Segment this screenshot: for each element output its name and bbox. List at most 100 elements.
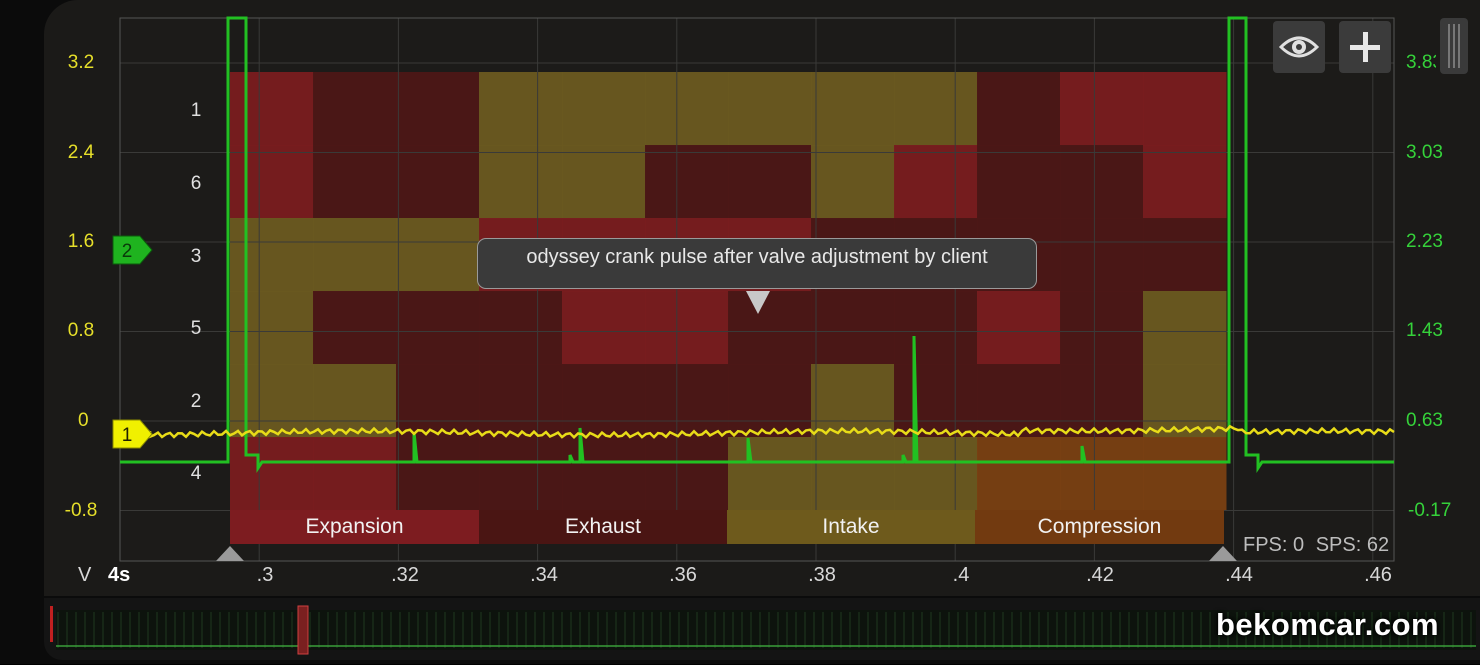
heatmap-cell — [645, 145, 729, 219]
heatmap-cell — [1143, 437, 1227, 511]
heatmap-cell — [1143, 72, 1227, 146]
heatmap-cell — [479, 364, 563, 438]
heatmap-cell — [977, 72, 1061, 146]
heatmap-cell — [396, 72, 480, 146]
heatmap-cell — [1143, 291, 1227, 365]
heatmap-cell — [562, 72, 646, 146]
heatmap-cell — [811, 72, 895, 146]
x-unit-label: V — [78, 564, 92, 586]
heatmap-cell — [645, 437, 729, 511]
heatmap-cell — [894, 145, 978, 219]
heatmap-cell — [562, 291, 646, 365]
overview-track — [56, 610, 1476, 650]
heatmap-cell — [562, 437, 646, 511]
start-marker-icon — [216, 546, 244, 561]
cylinder-label: 2 — [190, 391, 202, 412]
heatmap-cell — [894, 437, 978, 511]
heatmap-cell — [230, 72, 314, 146]
heatmap-cell — [977, 364, 1061, 438]
end-marker-icon — [1209, 546, 1237, 561]
heatmap-cell — [894, 364, 978, 438]
heatmap-cell — [479, 145, 563, 219]
heatmap-cell — [811, 437, 895, 511]
channel-1-marker[interactable]: 1 — [112, 419, 154, 449]
x-axis-tick: .4 — [952, 564, 970, 586]
x-axis-tick: .3 — [256, 564, 274, 586]
cylinder-label: 1 — [190, 100, 202, 121]
sps-readout: SPS: 62 — [1315, 534, 1390, 556]
heatmap-cell — [396, 364, 480, 438]
channel-2-label: 2 — [122, 241, 133, 262]
add-button[interactable] — [1339, 21, 1391, 73]
channel-2-trace — [120, 16, 1394, 473]
heatmap-cell — [479, 437, 563, 511]
x-axis-tick: .32 — [391, 564, 419, 586]
heatmap-cell — [396, 218, 480, 292]
right-axis-tick: 2.23 — [1406, 231, 1443, 252]
heatmap-cell — [1143, 145, 1227, 219]
heatmap-cell — [1060, 364, 1144, 438]
heatmap-cell — [728, 437, 812, 511]
cylinder-phase-heatmap — [230, 72, 1227, 511]
x-axis-tick: .34 — [530, 564, 558, 586]
left-axis-tick: 3.2 — [67, 52, 95, 73]
heatmap-cell — [728, 291, 812, 365]
heatmap-cell — [894, 291, 978, 365]
x-axis-tick: .44 — [1225, 564, 1253, 586]
right-axis-tick: 3.03 — [1406, 142, 1443, 163]
overview-bar[interactable] — [44, 598, 1480, 660]
heatmap-cell — [1060, 72, 1144, 146]
heatmap-cell — [313, 218, 397, 292]
heatmap-cell — [396, 145, 480, 219]
plot-border — [119, 17, 1395, 562]
fps-readout: FPS: 0 — [1243, 534, 1305, 556]
cylinder-label: 6 — [190, 173, 202, 194]
cylinder-label: 5 — [190, 318, 202, 339]
heatmap-cell — [230, 291, 314, 365]
phase-expansion: Expansion — [230, 510, 479, 544]
x-axis-tick: .42 — [1086, 564, 1114, 586]
channel-1-trace — [148, 424, 1395, 440]
heatmap-cell — [811, 145, 895, 219]
x-axis-tick: .38 — [808, 564, 836, 586]
channel-1-label: 1 — [122, 425, 133, 446]
grip-icon — [1448, 24, 1460, 68]
left-axis-tick: 2.4 — [67, 142, 95, 163]
heatmap-cell — [728, 145, 812, 219]
channel-2-marker[interactable]: 2 — [112, 235, 154, 265]
annotation-tooltip[interactable]: odyssey crank pulse after valve adjustme… — [477, 238, 1037, 289]
phase-exhaust: Exhaust — [479, 510, 727, 544]
heatmap-cell — [1060, 437, 1144, 511]
timebase-label[interactable]: 4s — [108, 564, 131, 586]
heatmap-cell — [811, 364, 895, 438]
cylinder-label: 3 — [190, 246, 202, 267]
heatmap-cell — [230, 437, 314, 511]
left-axis-tick: 0.8 — [67, 320, 95, 341]
watermark: bekomcar.com — [1216, 607, 1440, 642]
heatmap-cell — [479, 291, 563, 365]
eye-icon — [1278, 36, 1320, 58]
phase-compression: Compression — [975, 510, 1224, 544]
plus-icon — [1350, 32, 1380, 62]
x-axis-tick: .36 — [669, 564, 697, 586]
heatmap-cell — [313, 437, 397, 511]
x-axis-tick: .46 — [1364, 564, 1392, 586]
heatmap-cell — [562, 364, 646, 438]
heatmap-cell — [313, 145, 397, 219]
phase-intake: Intake — [727, 510, 975, 544]
visibility-button[interactable] — [1273, 21, 1325, 73]
left-axis-tick: -0.8 — [64, 500, 98, 521]
heatmap-cell — [728, 364, 812, 438]
side-handle[interactable] — [1440, 18, 1468, 74]
heatmap-cell — [811, 291, 895, 365]
left-axis-tick: 0 — [78, 410, 89, 431]
heatmap-cell — [645, 291, 729, 365]
tooltip-text: odyssey crank pulse after valve adjustme… — [526, 246, 988, 268]
heatmap-cell — [645, 364, 729, 438]
overview-waveform — [50, 605, 1476, 655]
trigger-markers — [216, 546, 1237, 561]
tooltip-pointer-icon[interactable] — [745, 289, 771, 315]
heatmap-cell — [1143, 364, 1227, 438]
